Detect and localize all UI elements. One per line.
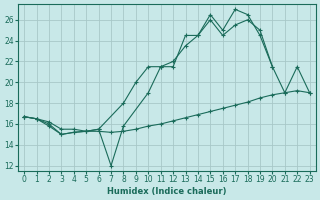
- X-axis label: Humidex (Indice chaleur): Humidex (Indice chaleur): [107, 187, 227, 196]
